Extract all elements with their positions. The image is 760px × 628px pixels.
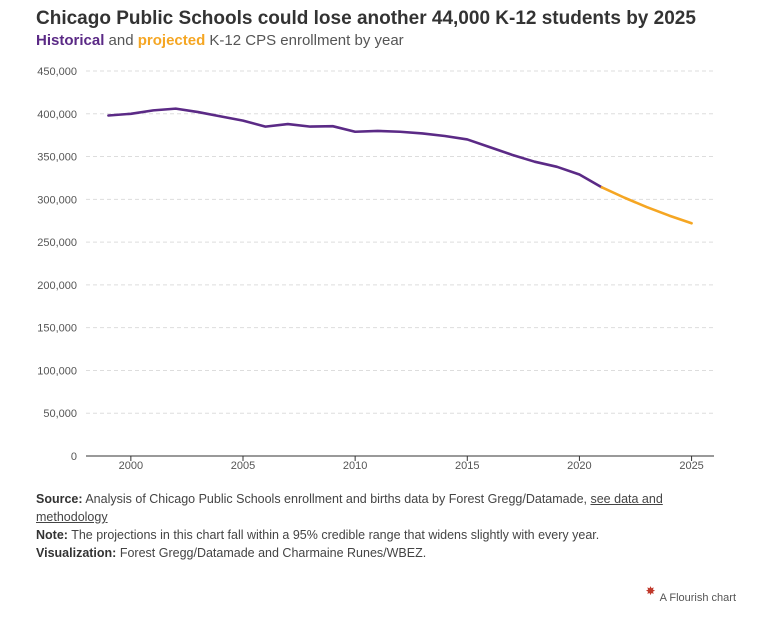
series-line-projected[interactable] bbox=[600, 186, 693, 225]
grid-lines bbox=[86, 70, 714, 414]
x-tick-label: 2015 bbox=[455, 460, 479, 472]
y-tick-label: 100,000 bbox=[37, 365, 77, 377]
viz-text: Forest Gregg/Datamade and Charmaine Rune… bbox=[119, 546, 427, 560]
x-tick-label: 2010 bbox=[343, 460, 367, 472]
y-tick-label: 300,000 bbox=[37, 194, 77, 206]
source-label: Source: bbox=[36, 492, 83, 506]
viz-label: Visualization: bbox=[36, 546, 117, 560]
subtitle-and: and bbox=[108, 32, 134, 49]
y-tick-label: 50,000 bbox=[43, 408, 77, 420]
y-tick-label: 200,000 bbox=[37, 280, 77, 292]
y-axis-ticks: 0 50,000 100,000 150,000 200,000 250,000 300,0… bbox=[37, 66, 77, 463]
y-tick-label: 0 bbox=[71, 451, 77, 463]
x-tick-label: 2025 bbox=[679, 460, 703, 472]
y-tick-label: 250,000 bbox=[37, 237, 77, 249]
source-text: Analysis of Chicago Public Schools enrol… bbox=[85, 492, 587, 506]
flourish-logo-icon: ✸ bbox=[645, 584, 656, 598]
y-tick-label: 450,000 bbox=[37, 66, 77, 78]
y-tick-label: 400,000 bbox=[37, 109, 77, 121]
chart-title: Chicago Public Schools could lose anothe… bbox=[36, 8, 696, 29]
series-line-historical[interactable] bbox=[107, 107, 604, 189]
subtitle-projected: projected bbox=[137, 32, 206, 49]
y-tick-label: 150,000 bbox=[37, 323, 77, 335]
methodology-link[interactable]: see data and methodology bbox=[36, 492, 663, 524]
source-line: Source: Analysis of Chicago Public Schoo… bbox=[36, 490, 716, 526]
subtitle-historical: Historical bbox=[36, 32, 105, 49]
flourish-credit[interactable]: ✸ A Flourish chart bbox=[646, 584, 736, 604]
note-line: Note: The projections in this chart fall… bbox=[36, 526, 716, 544]
x-tick-label: 2000 bbox=[119, 460, 143, 472]
note-label: Note: bbox=[36, 528, 68, 542]
chart-notes: Source: Analysis of Chicago Public Schoo… bbox=[36, 490, 716, 562]
chart-subtitle: Historical and projected K-12 CPS enroll… bbox=[36, 32, 404, 49]
x-tick-label: 2020 bbox=[567, 460, 591, 472]
subtitle-rest: K-12 CPS enrollment by year bbox=[209, 32, 404, 49]
note-text: The projections in this chart fall withi… bbox=[71, 528, 600, 542]
y-tick-label: 350,000 bbox=[37, 152, 77, 164]
x-axis-ticks: 2000 2005 2010 2015 2020 2025 bbox=[119, 456, 704, 472]
enrollment-line-chart: 0 50,000 100,000 150,000 200,000 250,000 300,0… bbox=[37, 66, 714, 472]
series-lines bbox=[107, 107, 693, 225]
visualization-line: Visualization: Forest Gregg/Datamade and… bbox=[36, 544, 716, 562]
x-tick-label: 2005 bbox=[231, 460, 255, 472]
flourish-label: A Flourish chart bbox=[659, 592, 736, 604]
